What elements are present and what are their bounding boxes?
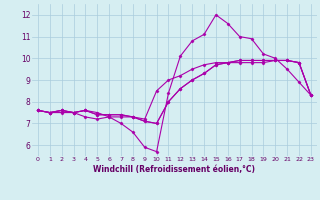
X-axis label: Windchill (Refroidissement éolien,°C): Windchill (Refroidissement éolien,°C) <box>93 165 255 174</box>
